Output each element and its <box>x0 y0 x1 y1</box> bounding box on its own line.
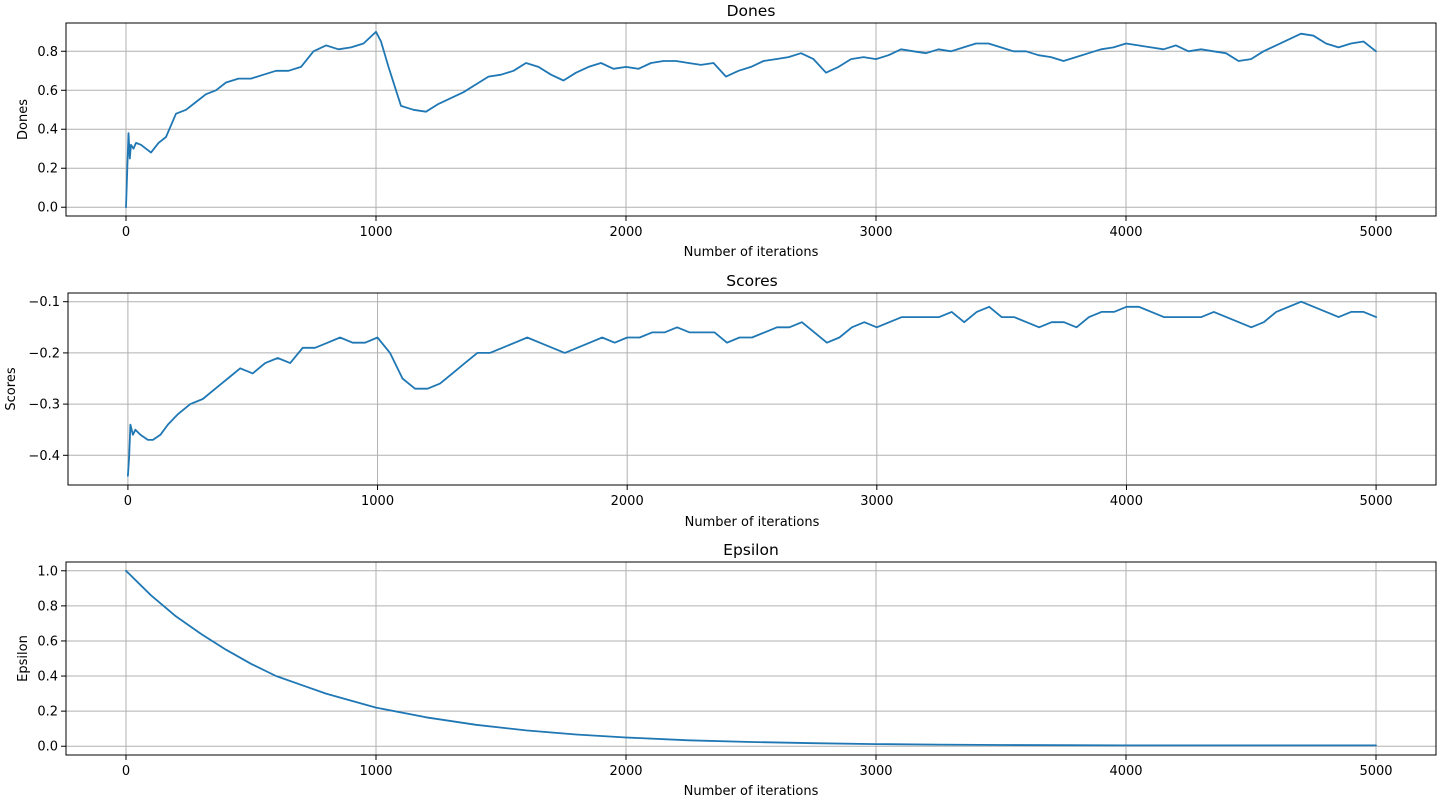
scores-grid <box>68 293 1436 485</box>
epsilon-x-tick-label: 5000 <box>1359 764 1392 779</box>
epsilon-x-axis-label: Number of iterations <box>684 784 819 799</box>
dones-y-tick-label: 0.2 <box>37 162 58 177</box>
epsilon-series <box>125 569 1377 747</box>
epsilon-x-tick-label: 3000 <box>859 764 892 779</box>
scores-x-tick-label: 0 <box>124 494 132 509</box>
dones-x-tick-label: 5000 <box>1359 225 1392 240</box>
dones-grid <box>66 23 1436 216</box>
epsilon-y-tick-label: 1.0 <box>37 564 58 579</box>
epsilon-x-tick-label: 1000 <box>359 764 392 779</box>
epsilon-grid <box>66 562 1436 755</box>
epsilon-y-axis-label: Epsilon <box>16 635 31 682</box>
scores-x-tick-label: 5000 <box>1360 494 1393 509</box>
scores-y-tick-label: −0.2 <box>28 346 60 361</box>
dones-ticks: 0 1000 2000 3000 4000 5000 0.0 0.2 0.4 0.6 0.8 <box>37 45 1392 240</box>
epsilon-axes-frame <box>65 561 1437 756</box>
epsilon-x-tick-label: 4000 <box>1109 764 1142 779</box>
dones-y-tick-label: 0.0 <box>37 201 58 216</box>
epsilon-y-tick-label: 0.6 <box>37 634 58 649</box>
epsilon-y-tick-label: 0.2 <box>37 705 58 720</box>
epsilon-y-tick-label: 0.0 <box>37 740 58 755</box>
dones-title: Dones <box>727 2 776 20</box>
scores-ticks: 0 1000 2000 3000 4000 5000 −0.4 −0.3 −0.2 −0.1 <box>28 295 1392 509</box>
epsilon-series-line <box>125 569 1377 747</box>
dones-x-tick-label: 3000 <box>859 225 892 240</box>
dones-series <box>125 30 1377 209</box>
epsilon-x-tick-label: 0 <box>122 764 130 779</box>
scores-series-line <box>127 300 1377 477</box>
dones-y-tick-label: 0.8 <box>37 45 58 60</box>
dones-y-tick-label: 0.6 <box>37 84 58 99</box>
scores-x-tick-label: 1000 <box>361 494 394 509</box>
dones-y-axis-label: Dones <box>16 99 31 140</box>
scores-y-axis-label: Scores <box>4 367 19 410</box>
scores-x-tick-label: 2000 <box>611 494 644 509</box>
epsilon-y-tick-label: 0.4 <box>37 670 58 685</box>
subplot-epsilon: 0 1000 2000 3000 4000 50000.00.20.40.60.81.0 … <box>16 541 1437 799</box>
epsilon-x-tick-label: 2000 <box>609 764 642 779</box>
subplot-dones: 0 1000 2000 3000 4000 5000 0.0 0.2 0.4 0.6 0.8 Don… <box>16 2 1437 260</box>
scores-series <box>127 300 1377 477</box>
dones-y-tick-label: 0.4 <box>37 123 58 138</box>
epsilon-title: Epsilon <box>723 541 779 559</box>
scores-axes-frame <box>67 292 1437 486</box>
dones-x-tick-label: 0 <box>122 225 130 240</box>
subplot-scores: 0 1000 2000 3000 4000 5000 −0.4 −0.3 −0.2 −0.1 Sc… <box>4 272 1437 530</box>
dones-x-tick-label: 1000 <box>359 225 392 240</box>
dones-series-line <box>125 30 1377 209</box>
scores-x-tick-label: 3000 <box>860 494 893 509</box>
dones-axes-frame <box>65 22 1437 217</box>
scores-title: Scores <box>726 272 778 290</box>
scores-y-tick-label: −0.1 <box>28 295 60 310</box>
epsilon-y-tick-label: 0.8 <box>37 599 58 614</box>
scores-y-tick-label: −0.4 <box>28 449 60 464</box>
scores-x-axis-label: Number of iterations <box>685 515 820 530</box>
dones-x-tick-label: 4000 <box>1109 225 1142 240</box>
epsilon-ticks: 0 1000 2000 3000 4000 5000 0.0 0.2 0.4 0.6 0.8 1.0 <box>37 564 1392 779</box>
scores-y-tick-label: −0.3 <box>28 398 60 413</box>
dones-x-axis-label: Number of iterations <box>684 245 819 260</box>
dones-x-tick-label: 2000 <box>609 225 642 240</box>
scores-x-tick-label: 4000 <box>1110 494 1143 509</box>
